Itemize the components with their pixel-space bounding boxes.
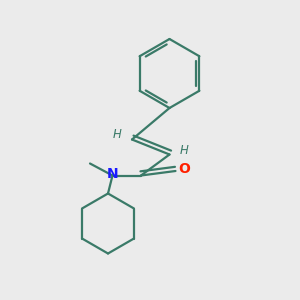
Text: H: H (180, 143, 189, 157)
Text: O: O (178, 162, 190, 176)
Text: H: H (112, 128, 122, 142)
Text: N: N (107, 167, 118, 181)
